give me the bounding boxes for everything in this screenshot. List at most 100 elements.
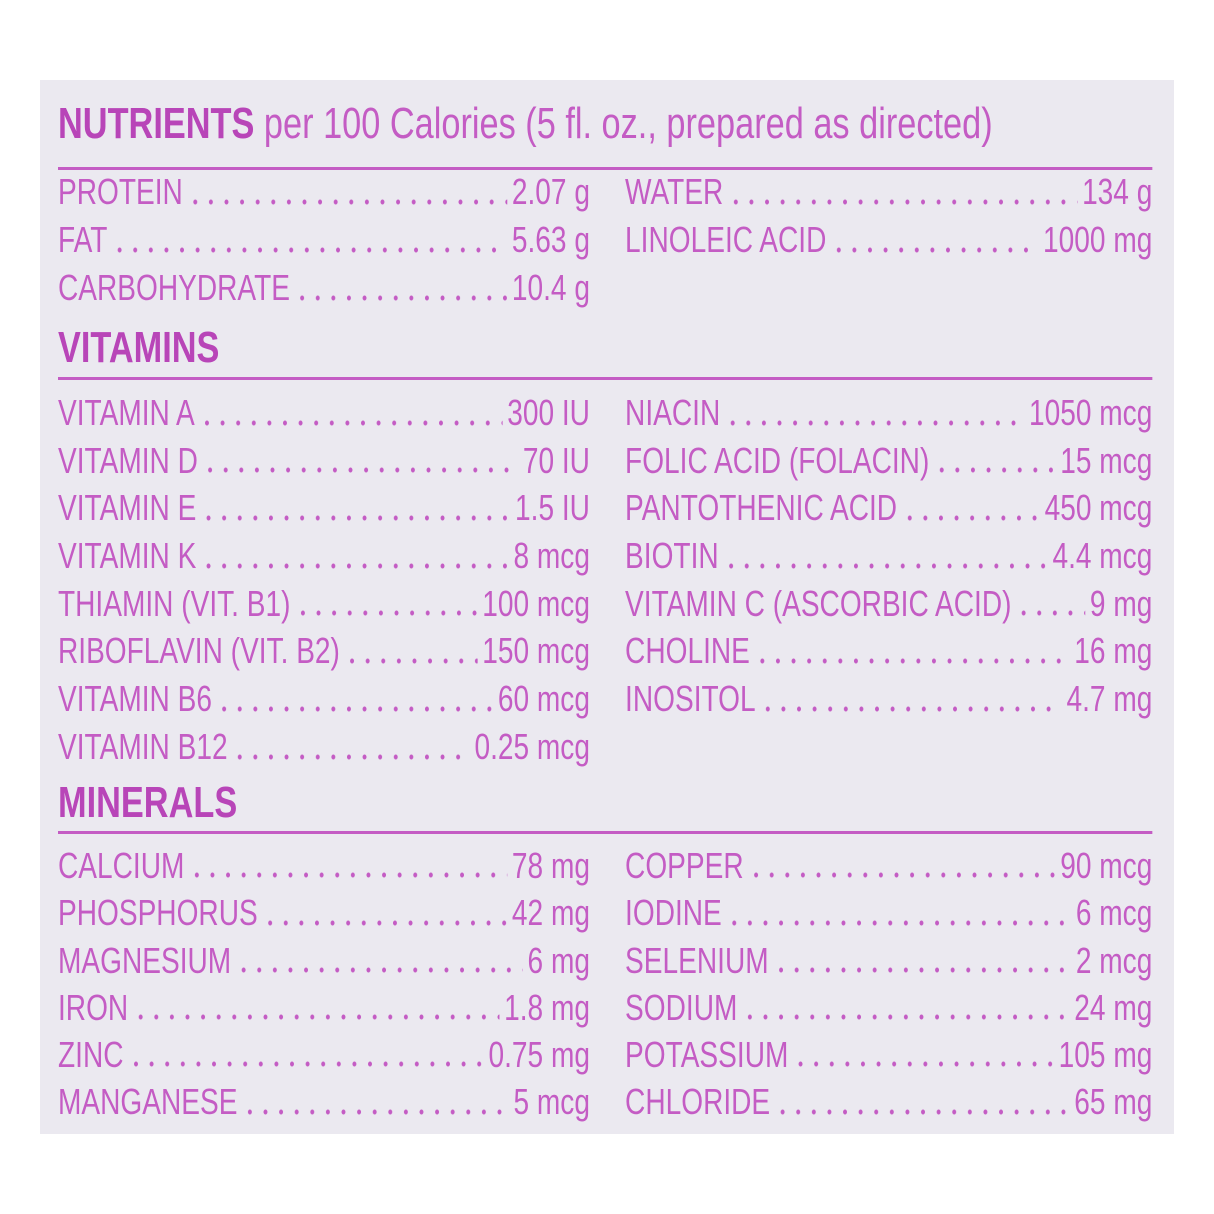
nutrient-row: VITAMIN D 70 IU: [58, 436, 590, 485]
nutrient-value: 65 mg: [1074, 1081, 1153, 1123]
nutrient-row: CALCIUM 78 mg: [58, 842, 590, 890]
dot-leader: [773, 936, 1072, 984]
nutrient-name: COPPER: [625, 845, 744, 886]
dot-leader: [723, 532, 1048, 580]
nutrient-row: LINOLEIC ACID 1000 mg: [625, 216, 1152, 264]
dot-leader: [132, 983, 500, 1032]
nutrient-value: 2.07 g: [511, 171, 590, 212]
nutrient-row: CARBOHYDRATE 10.4 g: [58, 264, 590, 312]
nutrients-right-column: WATER 134 g LINOLEIC ACID 1000 mg: [625, 168, 1152, 264]
nutrient-name: PANTOTHENIC ACID: [625, 487, 898, 529]
nutrient-row: WATER 134 g: [625, 168, 1152, 216]
dot-leader: [774, 1078, 1070, 1126]
nutrient-row: SELENIUM 2 mcg: [625, 936, 1153, 984]
nutrient-value: 134 g: [1082, 171, 1153, 212]
dot-leader: [201, 532, 509, 580]
nutrients-heading: NUTRIENTS per 100 Calories (5 fl. oz., p…: [58, 98, 993, 150]
nutrient-value: 150 mcg: [482, 630, 590, 672]
dot-leader: [1016, 579, 1086, 628]
nutrient-name: SODIUM: [625, 986, 738, 1028]
dot-leader: [742, 983, 1070, 1032]
dot-leader: [262, 889, 508, 937]
nutrient-row: VITAMIN B12 0.25 mcg: [58, 722, 590, 771]
nutrient-value: 6 mg: [527, 939, 590, 981]
nutrient-row: POTASSIUM 105 mg: [625, 1031, 1152, 1079]
nutrient-value: 9 mg: [1089, 582, 1153, 624]
dot-leader: [760, 675, 1062, 723]
divider: [58, 167, 1153, 170]
dot-leader: [748, 842, 1056, 890]
nutrient-value: 1000 mg: [1043, 219, 1153, 260]
nutrient-name: ZINC: [58, 1034, 124, 1076]
nutrient-row: PROTEIN 2.07 g: [58, 168, 590, 216]
nutrients-title: NUTRIENTS: [58, 99, 255, 148]
nutrient-value: 1.8 mg: [504, 986, 590, 1028]
dot-leader: [216, 675, 494, 723]
nutrient-name: LINOLEIC ACID: [625, 219, 827, 260]
nutrient-name: VITAMIN K: [58, 535, 197, 577]
nutrient-row: RIBOFLAVIN (VIT. B2) 150 mcg: [58, 627, 590, 676]
dot-leader: [901, 484, 1040, 533]
dot-leader: [202, 436, 519, 485]
vitamins-right-column: NIACIN 1050 mcg FOLIC ACID (FOLACIN) 15 mcg…: [625, 389, 1152, 723]
nutrient-row: ZINC 0.75 mg: [58, 1031, 590, 1079]
dot-leader: [235, 936, 523, 984]
nutrient-name: WATER: [625, 171, 724, 212]
nutrient-row: FOLIC ACID (FOLACIN) 15 mcg: [625, 436, 1153, 485]
nutrient-value: 450 mcg: [1044, 487, 1153, 529]
nutrient-row: NIACIN 1050 mcg: [625, 389, 1152, 437]
dot-leader: [294, 264, 508, 312]
nutrient-row: MANGANESE 5 mcg: [58, 1078, 590, 1126]
nutrient-name: IODINE: [625, 892, 722, 934]
dot-leader: [344, 627, 478, 676]
nutrient-name: FOLIC ACID (FOLACIN): [625, 439, 930, 481]
nutrient-name: VITAMIN B6: [58, 678, 212, 720]
nutrient-value: 300 IU: [507, 392, 590, 433]
minerals-right-column: COPPER 90 mcg IODINE 6 mcg SELENIUM 2 mcg SODI…: [625, 842, 1152, 1126]
dot-leader: [242, 1078, 509, 1126]
nutrient-row: PHOSPHORUS 42 mg: [58, 889, 590, 937]
nutrient-value: 90 mcg: [1060, 845, 1153, 886]
nutrient-value: 1.5 IU: [515, 487, 590, 529]
nutrient-name: SELENIUM: [625, 939, 769, 981]
dot-leader: [793, 1031, 1054, 1079]
nutrient-name: VITAMIN B12: [58, 725, 228, 767]
divider: [58, 377, 1153, 380]
nutrient-name: POTASSIUM: [625, 1034, 789, 1076]
nutrient-value: 2 mcg: [1075, 939, 1153, 981]
minerals-title: MINERALS: [58, 778, 238, 827]
dot-leader: [187, 168, 508, 216]
nutrient-name: INOSITOL: [625, 678, 756, 720]
dot-leader: [189, 842, 508, 890]
nutrient-value: 70 IU: [522, 439, 590, 481]
nutrient-row: BIOTIN 4.4 mcg: [625, 532, 1152, 580]
nutrient-row: MAGNESIUM 6 mg: [58, 936, 590, 984]
nutrient-row: COPPER 90 mcg: [625, 842, 1153, 890]
nutrient-value: 8 mcg: [513, 535, 590, 577]
dot-leader: [728, 168, 1078, 216]
nutrient-row: CHLORIDE 65 mg: [625, 1078, 1153, 1126]
nutrient-value: 15 mcg: [1060, 439, 1153, 481]
nutrient-value: 78 mg: [511, 845, 590, 886]
nutrients-left-column: PROTEIN 2.07 g FAT 5.63 g CARBOHYDRATE 10.4 g: [58, 168, 590, 312]
nutrient-value: 60 mcg: [497, 678, 590, 720]
nutrient-row: VITAMIN K 8 mcg: [58, 532, 590, 580]
nutrient-row: VITAMIN A 300 IU: [58, 389, 590, 437]
nutrient-name: BIOTIN: [625, 535, 719, 577]
nutrient-value: 1050 mcg: [1029, 392, 1153, 433]
nutrient-name: CALCIUM: [58, 845, 185, 886]
nutrient-name: VITAMIN E: [58, 487, 197, 529]
minerals-left-column: CALCIUM 78 mg PHOSPHORUS 42 mg MAGNESIUM 6 mg…: [58, 842, 590, 1126]
dot-leader: [201, 484, 511, 533]
nutrient-name: IRON: [58, 986, 129, 1028]
nutrient-row: IODINE 6 mcg: [625, 889, 1152, 937]
nutrient-row: INOSITOL 4.7 mg: [625, 675, 1152, 723]
dot-leader: [128, 1031, 484, 1079]
dot-leader: [232, 722, 470, 771]
nutrient-value: 24 mg: [1074, 986, 1153, 1028]
dot-leader: [724, 389, 1025, 437]
dot-leader: [831, 216, 1039, 264]
nutrient-name: VITAMIN A: [58, 392, 195, 433]
dot-leader: [112, 216, 508, 264]
nutrient-name: FAT: [58, 219, 108, 260]
